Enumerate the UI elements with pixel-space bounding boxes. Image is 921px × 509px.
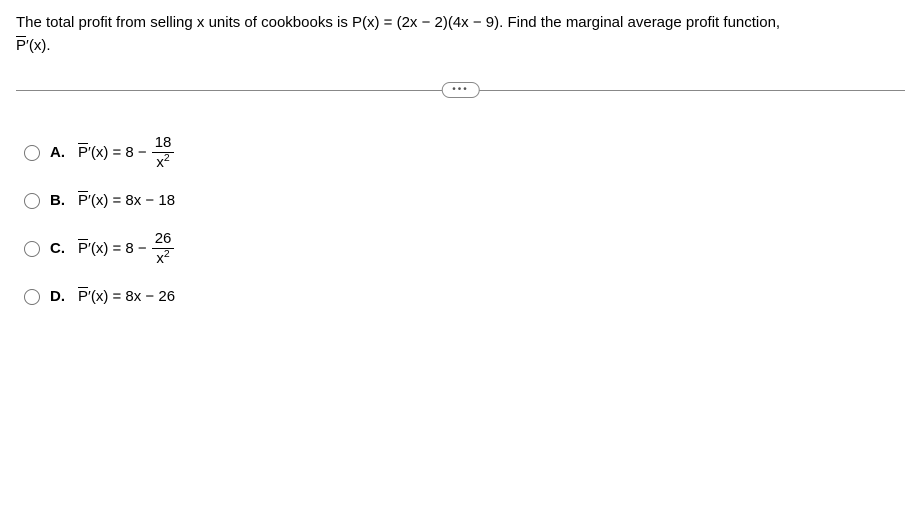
option-c-math: P′(x) = 8 − 26 x2 xyxy=(78,231,175,266)
question-pbar: P xyxy=(16,37,26,54)
option-c-frac: 26 x2 xyxy=(151,231,176,266)
option-a-radio[interactable] xyxy=(24,145,40,161)
option-d-pbar: P xyxy=(78,288,88,305)
option-d[interactable]: D. P′(x) = 8x − 26 xyxy=(24,288,905,305)
option-a-den: x2 xyxy=(152,152,173,170)
option-c[interactable]: C. P′(x) = 8 − 26 x2 xyxy=(24,231,905,266)
option-b-rest: ′(x) = 8x − 18 xyxy=(88,192,175,209)
option-c-pbar: P xyxy=(78,240,88,257)
option-a-math: P′(x) = 8 − 18 x2 xyxy=(78,135,175,170)
option-c-letter: C. xyxy=(50,240,68,257)
question-text: The total profit from selling x units of… xyxy=(16,12,905,57)
option-d-rest: ′(x) = 8x − 26 xyxy=(88,288,175,305)
option-b-pbar: P xyxy=(78,192,88,209)
option-a-letter: A. xyxy=(50,144,68,161)
option-a-pbar: P xyxy=(78,144,88,161)
option-c-num: 26 xyxy=(151,231,176,248)
option-c-den: x2 xyxy=(152,248,173,266)
option-b-letter: B. xyxy=(50,192,68,209)
option-a-prefix: ′(x) = 8 − xyxy=(88,144,147,161)
divider: ••• xyxy=(16,81,905,99)
option-a-frac: 18 x2 xyxy=(151,135,176,170)
option-d-radio[interactable] xyxy=(24,289,40,305)
option-b-radio[interactable] xyxy=(24,193,40,209)
option-c-radio[interactable] xyxy=(24,241,40,257)
options-group: A. P′(x) = 8 − 18 x2 B. P′(x) = 8x − 18 … xyxy=(16,135,905,305)
option-a-num: 18 xyxy=(151,135,176,152)
option-c-prefix: ′(x) = 8 − xyxy=(88,240,147,257)
question-line1: The total profit from selling x units of… xyxy=(16,14,780,31)
question-prime: ′(x). xyxy=(26,37,50,54)
option-b-math: P′(x) = 8x − 18 xyxy=(78,192,175,209)
option-b[interactable]: B. P′(x) = 8x − 18 xyxy=(24,192,905,209)
option-a[interactable]: A. P′(x) = 8 − 18 x2 xyxy=(24,135,905,170)
option-d-letter: D. xyxy=(50,288,68,305)
divider-dots: ••• xyxy=(441,82,480,98)
option-d-math: P′(x) = 8x − 26 xyxy=(78,288,175,305)
